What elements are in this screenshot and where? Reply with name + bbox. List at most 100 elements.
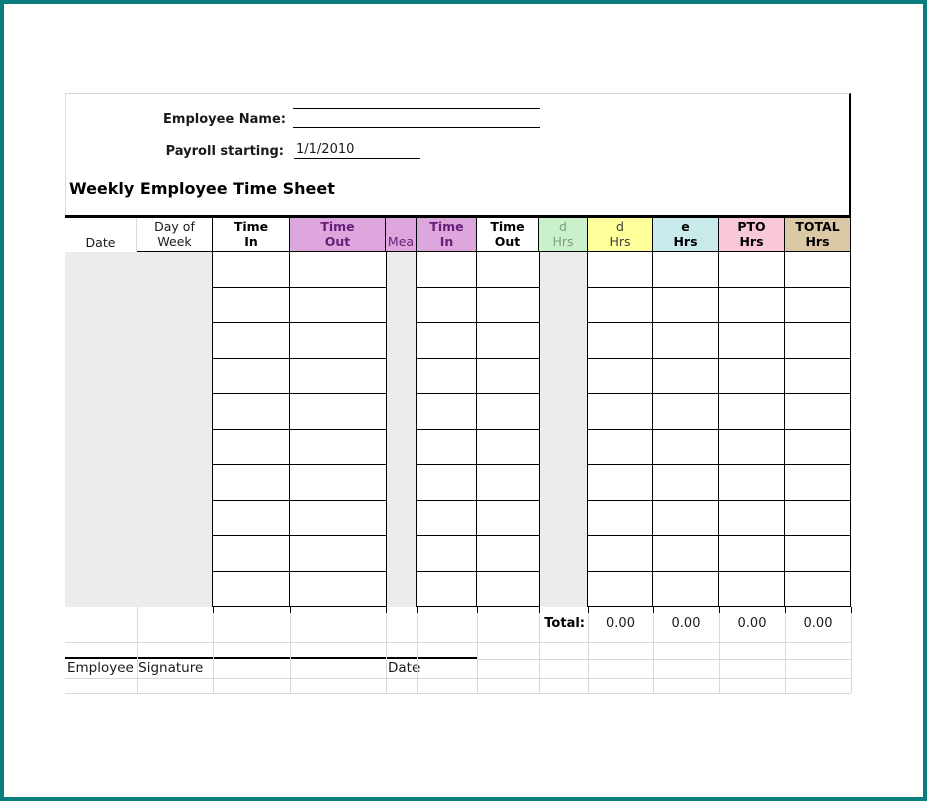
gridline — [417, 607, 418, 693]
hrs-cell[interactable] — [653, 571, 718, 607]
time-in-cell[interactable] — [213, 323, 289, 359]
time-out-cell[interactable] — [290, 536, 386, 572]
hrs-cell[interactable] — [588, 358, 652, 394]
time-out-cell[interactable] — [290, 394, 386, 430]
hrs-cell-column — [653, 252, 719, 607]
time-out-cell[interactable] — [477, 500, 539, 536]
time-in-cell[interactable] — [213, 465, 289, 501]
pto-hrs-cell[interactable] — [719, 465, 784, 501]
hrs-cell[interactable] — [588, 429, 652, 465]
hrs-cell[interactable] — [653, 358, 718, 394]
hrs-cell[interactable] — [588, 394, 652, 430]
time-in-cell[interactable] — [213, 287, 289, 323]
employee-name-field[interactable] — [293, 108, 540, 128]
time-out-cell[interactable] — [477, 465, 539, 501]
total-hrs-cell[interactable] — [785, 394, 850, 430]
hrs-cell[interactable] — [588, 252, 652, 288]
time-in-cell[interactable] — [213, 252, 289, 288]
pto-hrs-cell[interactable] — [719, 536, 784, 572]
total-hrs-cell[interactable] — [785, 287, 850, 323]
pto-hrs-cell[interactable] — [719, 287, 784, 323]
time-out-cell[interactable] — [477, 252, 539, 288]
hrs-cell[interactable] — [653, 394, 718, 430]
hrs-cell[interactable] — [588, 536, 652, 572]
total-hrs-cell[interactable] — [785, 323, 850, 359]
pto-hrs-cell[interactable] — [719, 500, 784, 536]
column-header-d-hrs-green: d Hrs — [539, 218, 588, 252]
hrs-cell[interactable] — [653, 536, 718, 572]
time-in-cell[interactable] — [213, 571, 289, 607]
payroll-date-field[interactable]: 1/1/2010 — [294, 141, 420, 159]
time-out-cell[interactable] — [290, 571, 386, 607]
pto-hrs-cell[interactable] — [719, 394, 784, 430]
pto-hrs-cell[interactable] — [719, 252, 784, 288]
pto-hrs-cell[interactable] — [719, 358, 784, 394]
pto-hrs-cell[interactable] — [719, 323, 784, 359]
gridline — [213, 607, 214, 693]
time-in-cell[interactable] — [213, 429, 289, 465]
time-out-cell[interactable] — [290, 323, 386, 359]
meal-shaded-column — [386, 252, 417, 607]
time-in-cell[interactable] — [213, 536, 289, 572]
time-out-cell[interactable] — [290, 465, 386, 501]
time-out-cell[interactable] — [477, 358, 539, 394]
header-form: Employee Name: Payroll starting: 1/1/201… — [65, 93, 851, 215]
hrs-cell[interactable] — [653, 465, 718, 501]
total-hrs-cell[interactable] — [785, 358, 850, 394]
time-out-cell[interactable] — [290, 500, 386, 536]
payroll-date-value: 1/1/2010 — [296, 142, 355, 157]
time-out-cell[interactable] — [477, 394, 539, 430]
total-value: 0.00 — [671, 616, 701, 631]
time-in-cell[interactable] — [417, 394, 476, 430]
time-out-cell[interactable] — [477, 536, 539, 572]
hrs-cell[interactable] — [653, 287, 718, 323]
hrs-cell[interactable] — [653, 429, 718, 465]
time-out-cell[interactable] — [477, 429, 539, 465]
time-out-cell[interactable] — [477, 571, 539, 607]
total-hrs-cell[interactable] — [785, 429, 850, 465]
signature-date-label: Date — [388, 660, 421, 676]
time-out-cell[interactable] — [290, 287, 386, 323]
hrs-cell[interactable] — [588, 287, 652, 323]
hrs-cell[interactable] — [588, 323, 652, 359]
time-out-cell[interactable] — [290, 252, 386, 288]
total-hrs-cell[interactable] — [785, 252, 850, 288]
time-in-cell[interactable] — [417, 287, 476, 323]
column-header-time-in-1: Time In — [213, 218, 290, 252]
time-in-cell[interactable] — [213, 358, 289, 394]
gridline — [477, 607, 478, 693]
total-hrs-cell[interactable] — [785, 536, 850, 572]
total-hrs-cell[interactable] — [785, 500, 850, 536]
total-hrs-cell[interactable] — [785, 465, 850, 501]
time-in-cell[interactable] — [417, 536, 476, 572]
time-out-cell[interactable] — [290, 429, 386, 465]
time-in-cell[interactable] — [417, 500, 476, 536]
pto-hrs-cell[interactable] — [719, 429, 784, 465]
time-out-cell[interactable] — [477, 287, 539, 323]
total-hrs-cell[interactable] — [785, 571, 850, 607]
total-value: 0.00 — [803, 616, 833, 631]
gridline — [290, 607, 291, 693]
gridline — [137, 607, 138, 693]
hrs-cell[interactable] — [588, 465, 652, 501]
hrs-cell[interactable] — [653, 252, 718, 288]
pto-hrs-cell[interactable] — [719, 571, 784, 607]
hrs-cell[interactable] — [588, 571, 652, 607]
time-in-cell[interactable] — [213, 394, 289, 430]
hrs-cell[interactable] — [588, 500, 652, 536]
time-in-cell[interactable] — [417, 571, 476, 607]
time-out-cell[interactable] — [290, 358, 386, 394]
hrs-cell[interactable] — [653, 323, 718, 359]
time-in-cell[interactable] — [417, 358, 476, 394]
time-in-cell[interactable] — [417, 429, 476, 465]
time-out-cell[interactable] — [477, 323, 539, 359]
time-out-cell-column — [477, 252, 539, 607]
hrs-cell[interactable] — [653, 500, 718, 536]
time-in-cell[interactable] — [213, 500, 289, 536]
time-in-cell[interactable] — [417, 465, 476, 501]
gridline — [65, 678, 851, 679]
time-in-cell[interactable] — [417, 252, 476, 288]
payroll-starting-label: Payroll starting: — [165, 144, 284, 159]
time-in-cell[interactable] — [417, 323, 476, 359]
